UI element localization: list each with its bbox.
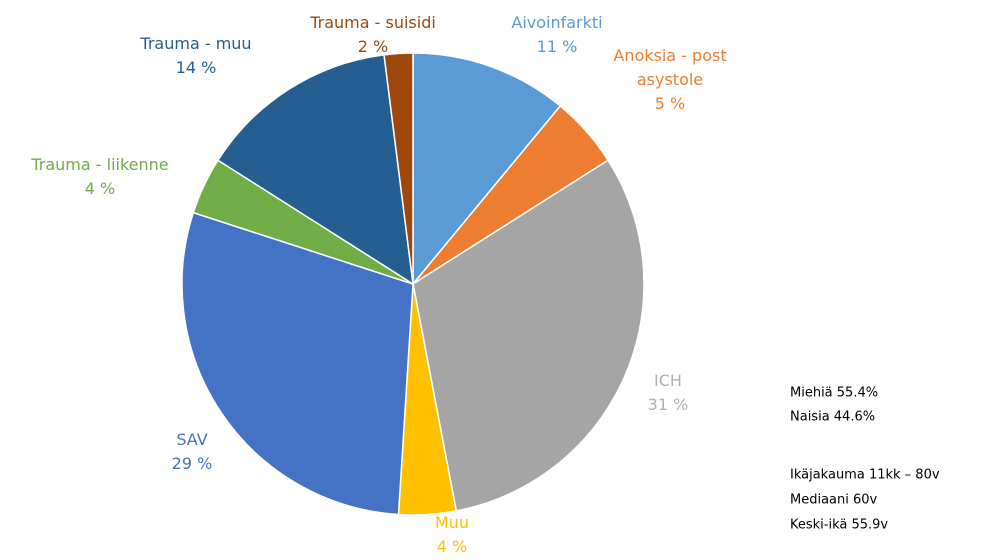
slice-label: Aivoinfarkti 11 % [457, 11, 657, 59]
slice-value-label: 2 % [357, 37, 389, 56]
slice-name: Trauma - suisidi [310, 13, 436, 32]
slice-name: SAV [176, 430, 208, 449]
annotation: Ikäjakauma 11kk – 80v [790, 467, 940, 483]
slice-label: Trauma - suisidi 2 % [273, 11, 473, 59]
pie-slice [181, 211, 414, 516]
slice-label: Anoksia - post asystole 5 % [585, 44, 755, 116]
slice-name: Anoksia - post asystole [613, 46, 727, 89]
pie-slice [412, 159, 645, 512]
slice-name: Trauma - muu [140, 34, 252, 53]
annotation: Mediaani 60v [790, 492, 878, 508]
slice-value-label: 11 % [536, 37, 578, 56]
slice-value-label: 4 % [84, 179, 116, 198]
pie-slice [412, 52, 562, 287]
slice-value-label: 4 % [436, 537, 468, 556]
slice-label: Muu 4 % [392, 511, 512, 559]
pie-slice [216, 53, 414, 286]
slice-value-label: 14 % [175, 58, 217, 77]
annotation: Miehiä 55.4% [790, 385, 879, 401]
slice-name: Muu [434, 513, 470, 532]
annotation: Keski-ikä 55.9v [790, 517, 889, 533]
slice-label: Trauma - liikenne 4 % [0, 153, 200, 201]
slice-label: SAV 29 % [132, 428, 252, 476]
annotation: Naisia 44.6% [790, 409, 876, 425]
slice-label: ICH 31 % [608, 369, 728, 417]
pie-slice [383, 52, 414, 285]
slice-value-label: 5 % [654, 94, 686, 113]
slice-name: Trauma - liikenne [31, 155, 169, 174]
slice-value-label: 29 % [171, 454, 213, 473]
slice-name: Aivoinfarkti [511, 13, 603, 32]
slice-name: ICH [654, 371, 682, 390]
slice-label: Trauma - muu 14 % [96, 32, 296, 80]
slice-value-label: 31 % [647, 395, 689, 414]
